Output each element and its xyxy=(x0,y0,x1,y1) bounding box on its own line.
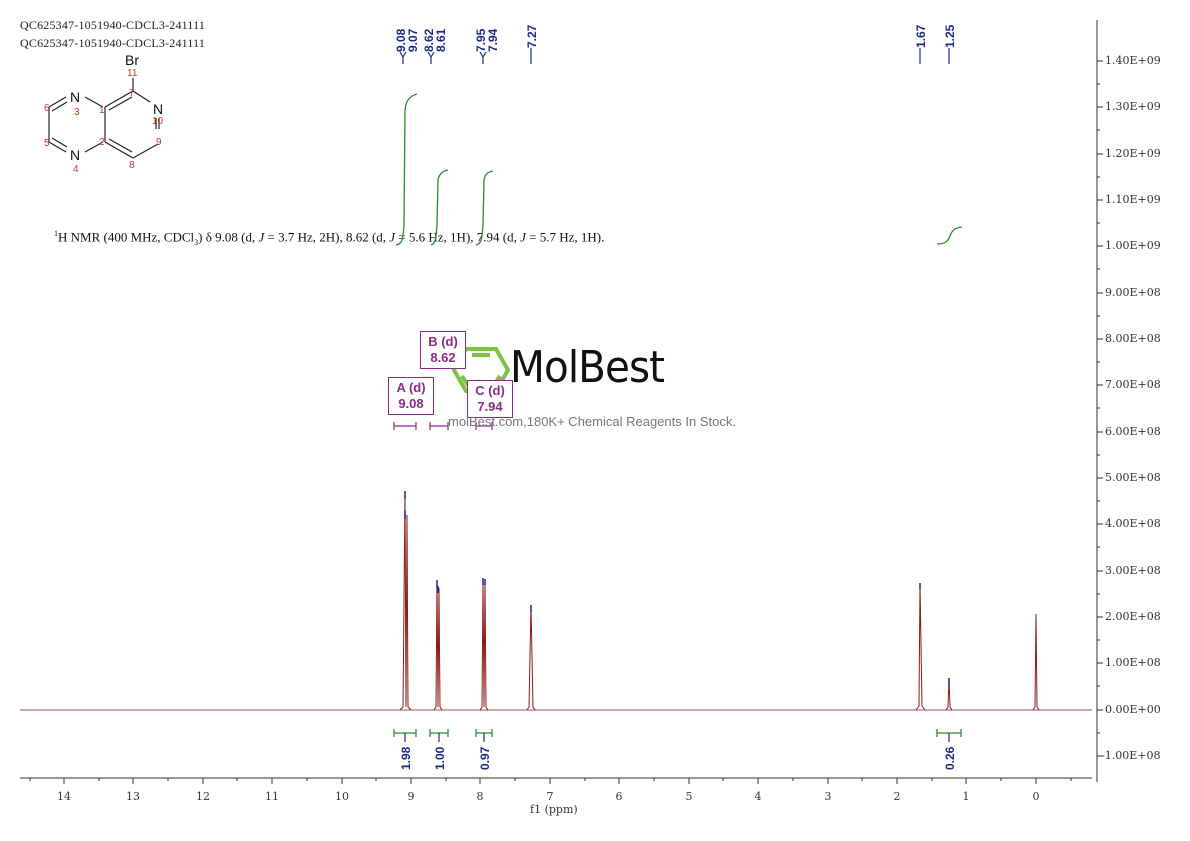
x-tick-label: 3 xyxy=(824,790,832,803)
svg-text:2: 2 xyxy=(99,137,105,148)
y-tick-label: 8.00E+08 xyxy=(1105,332,1161,345)
integral-brackets xyxy=(393,729,962,737)
y-tick-label: 1.00E+09 xyxy=(1105,239,1161,252)
svg-text:3: 3 xyxy=(74,107,80,118)
watermark-tagline: molBest.com,180K+ Chemical Reagents In S… xyxy=(448,414,736,429)
y-tick-label: 1.10E+09 xyxy=(1105,193,1161,206)
x-axis-label: f1 (ppm) xyxy=(530,803,578,816)
y-tick-label: 2.00E+08 xyxy=(1105,610,1161,623)
x-tick-label: 14 xyxy=(57,790,71,803)
y-tick-label: 1.40E+09 xyxy=(1105,54,1161,67)
multiplet-ranges xyxy=(393,422,493,430)
atom-n3: N xyxy=(70,89,80,105)
y-tick-label: 9.00E+08 xyxy=(1105,286,1161,299)
integral-value: 0.97 xyxy=(478,746,492,770)
svg-text:8: 8 xyxy=(129,160,135,171)
y-tick-label: -1.00E+08 xyxy=(1101,749,1161,762)
peak-label: 1.67 xyxy=(914,24,928,48)
peak-tips xyxy=(404,491,950,685)
svg-text:10: 10 xyxy=(152,116,164,127)
multiplet-box-c: C (d) 7.94 xyxy=(467,380,513,418)
atom-n10: N xyxy=(153,101,163,117)
x-tick-label: 1 xyxy=(962,790,970,803)
spectrum-trace xyxy=(20,492,1092,711)
y-tick-label: 6.00E+08 xyxy=(1105,425,1161,438)
svg-text:1: 1 xyxy=(99,105,105,116)
peak-label: 7.94 xyxy=(486,28,500,52)
svg-text:5: 5 xyxy=(44,138,50,149)
svg-text:11: 11 xyxy=(127,68,138,79)
x-tick-label: 9 xyxy=(407,790,415,803)
x-tick-label: 7 xyxy=(546,790,554,803)
x-tick-label: 10 xyxy=(335,790,349,803)
atom-br: Br xyxy=(125,52,139,68)
y-tick-label: 5.00E+08 xyxy=(1105,471,1161,484)
peak-label: 1.25 xyxy=(943,24,957,48)
x-tick-label: 6 xyxy=(615,790,623,803)
y-tick-label: 4.00E+08 xyxy=(1105,517,1161,530)
y-tick-label: 7.00E+08 xyxy=(1105,378,1161,391)
peak-label: 7.27 xyxy=(525,24,539,48)
integral-value: 0.26 xyxy=(943,746,957,770)
y-tick-label: 1.30E+09 xyxy=(1105,100,1161,113)
atom-n4: N xyxy=(70,147,80,163)
x-tick-label: 11 xyxy=(265,790,279,803)
y-axis xyxy=(1096,20,1103,782)
x-tick-label: 4 xyxy=(754,790,762,803)
nmr-description: 1H NMR (400 MHz, CDCl3) δ 9.08 (d, J = 3… xyxy=(54,229,605,247)
chemical-structure: Br 11 N 3 N 4 N 10 1 2 5 6 7 8 9 xyxy=(44,52,164,175)
x-tick-label: 2 xyxy=(893,790,901,803)
svg-text:4: 4 xyxy=(73,164,79,175)
watermark-brand: MolBest xyxy=(510,342,665,393)
sample-id-line-2: QC625347-1051940-CDCL3-241111 xyxy=(20,36,206,50)
x-tick-label: 5 xyxy=(685,790,693,803)
multiplet-box-a: A (d) 9.08 xyxy=(388,377,434,415)
y-tick-label: 1.00E+08 xyxy=(1105,656,1161,669)
y-tick-label: 3.00E+08 xyxy=(1105,564,1161,577)
integral-curves xyxy=(395,93,963,246)
sample-id-line-1: QC625347-1051940-CDCL3-241111 xyxy=(20,18,206,32)
x-tick-label: 0 xyxy=(1032,790,1040,803)
y-tick-label: 1.20E+09 xyxy=(1105,147,1161,160)
multiplet-box-b: B (d) 8.62 xyxy=(420,331,466,369)
integral-value: 1.98 xyxy=(399,746,413,770)
y-tick-label: 0.00E+00 xyxy=(1105,703,1161,716)
integral-value: 1.00 xyxy=(433,746,447,770)
x-tick-label: 13 xyxy=(126,790,140,803)
x-axis xyxy=(20,777,1092,784)
x-tick-label: 12 xyxy=(196,790,210,803)
svg-text:7: 7 xyxy=(129,88,135,99)
x-tick-label: 8 xyxy=(476,790,484,803)
peak-label: 9.07 xyxy=(406,28,420,52)
peak-label-connectors xyxy=(399,48,950,64)
svg-text:9: 9 xyxy=(156,137,162,148)
svg-text:6: 6 xyxy=(44,103,50,114)
peak-label: 8.61 xyxy=(434,28,448,52)
